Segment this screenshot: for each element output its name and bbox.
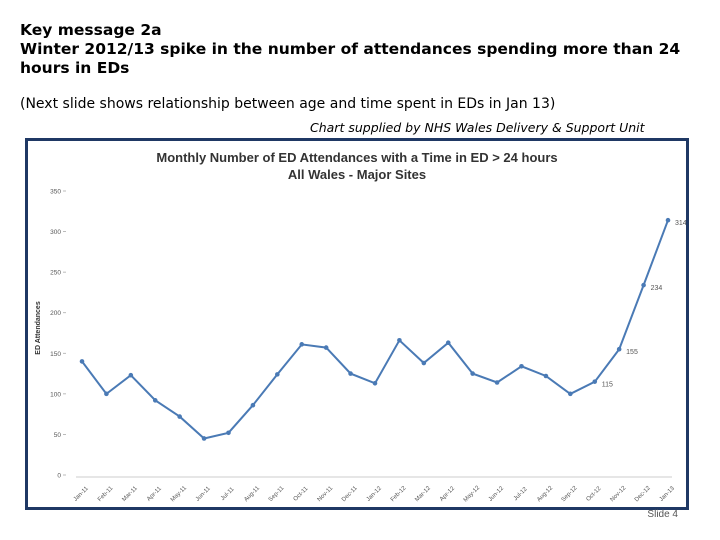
data-point — [641, 282, 646, 288]
data-point — [275, 372, 280, 377]
data-point — [177, 414, 182, 419]
x-tick-label: Apr-12 — [439, 485, 456, 502]
data-label: 234 — [651, 285, 663, 292]
x-tick-label: Oct-12 — [586, 485, 603, 502]
x-tick-label: Aug-11 — [243, 485, 261, 503]
data-point — [79, 359, 85, 364]
x-tick-label: Jul-12 — [513, 486, 529, 502]
x-tick-label: Feb-11 — [97, 485, 115, 503]
y-tick-label: 200 — [50, 310, 61, 317]
line-chart: Monthly Number of ED Attendances with a … — [35, 150, 686, 504]
x-tick-label: Jun-12 — [488, 485, 506, 503]
slide-title: Key message 2a Winter 2012/13 spike in t… — [20, 21, 710, 78]
x-tick-label: Mar-11 — [121, 485, 139, 503]
y-tick-label: 300 — [50, 229, 61, 236]
data-point — [152, 398, 158, 403]
data-point — [323, 345, 329, 350]
data-point — [128, 372, 134, 378]
y-tick-label: 50 — [54, 432, 62, 439]
x-tick-label: Mar-12 — [414, 485, 432, 503]
x-tick-label: Jan-13 — [659, 485, 677, 503]
data-point — [397, 338, 402, 343]
x-tick-label: Oct-11 — [293, 485, 310, 502]
x-tick-label: Sep-11 — [268, 485, 286, 503]
series-line — [81, 219, 669, 440]
data-label: 115 — [602, 382, 613, 389]
data-point — [616, 346, 622, 352]
y-tick-label: 350 — [50, 189, 61, 196]
data-point — [299, 342, 305, 347]
x-tick-label: May-11 — [170, 485, 189, 504]
data-point — [519, 363, 524, 369]
chart-frame: Monthly Number of ED Attendances with a … — [25, 138, 689, 510]
data-point — [665, 217, 671, 223]
y-tick-label: 100 — [50, 391, 61, 398]
chart-title: Monthly Number of ED Attendances with a … — [156, 150, 557, 165]
x-tick-label: Feb-12 — [390, 485, 408, 503]
x-tick-label: Jul-11 — [220, 486, 236, 502]
key-message-text: Winter 2012/13 spike in the number of at… — [20, 40, 681, 77]
x-tick-label: Jun-11 — [195, 485, 212, 502]
data-point — [372, 381, 378, 386]
data-point — [348, 371, 353, 376]
next-slide-note: (Next slide shows relationship between a… — [20, 96, 556, 112]
data-point — [592, 379, 598, 384]
data-point — [445, 340, 451, 346]
y-tick-label: 0 — [57, 473, 61, 480]
x-tick-label: Dec-11 — [341, 485, 359, 503]
data-label: 155 — [626, 349, 638, 356]
data-label: 314 — [675, 220, 686, 227]
y-axis-label: ED Attendances — [35, 301, 42, 355]
chart-subtitle: All Wales - Major Sites — [288, 167, 426, 182]
slide-number: Slide 4 — [647, 509, 678, 520]
data-point — [470, 371, 475, 376]
data-point — [104, 391, 109, 397]
x-tick-label: Nov-12 — [609, 485, 627, 503]
data-point — [494, 380, 500, 385]
x-tick-label: Sep-12 — [561, 485, 579, 503]
x-tick-label: Dec-12 — [634, 485, 652, 503]
y-tick-label: 150 — [50, 351, 61, 358]
y-tick-label: 250 — [50, 270, 61, 277]
key-message-heading: Key message 2a — [20, 21, 162, 39]
data-point — [226, 430, 231, 436]
data-point — [543, 373, 549, 379]
data-point — [421, 360, 427, 366]
x-tick-label: Jan-12 — [366, 485, 384, 503]
data-point — [568, 391, 573, 397]
x-tick-label: May-12 — [463, 485, 482, 504]
x-tick-label: Aug-12 — [536, 485, 554, 503]
x-tick-label: Apr-11 — [146, 485, 163, 502]
chart-credit: Chart supplied by NHS Wales Delivery & S… — [310, 120, 645, 135]
data-point — [201, 436, 207, 441]
x-tick-label: Nov-11 — [317, 485, 335, 503]
data-point — [250, 402, 256, 408]
x-tick-label: Jan-11 — [73, 485, 90, 502]
